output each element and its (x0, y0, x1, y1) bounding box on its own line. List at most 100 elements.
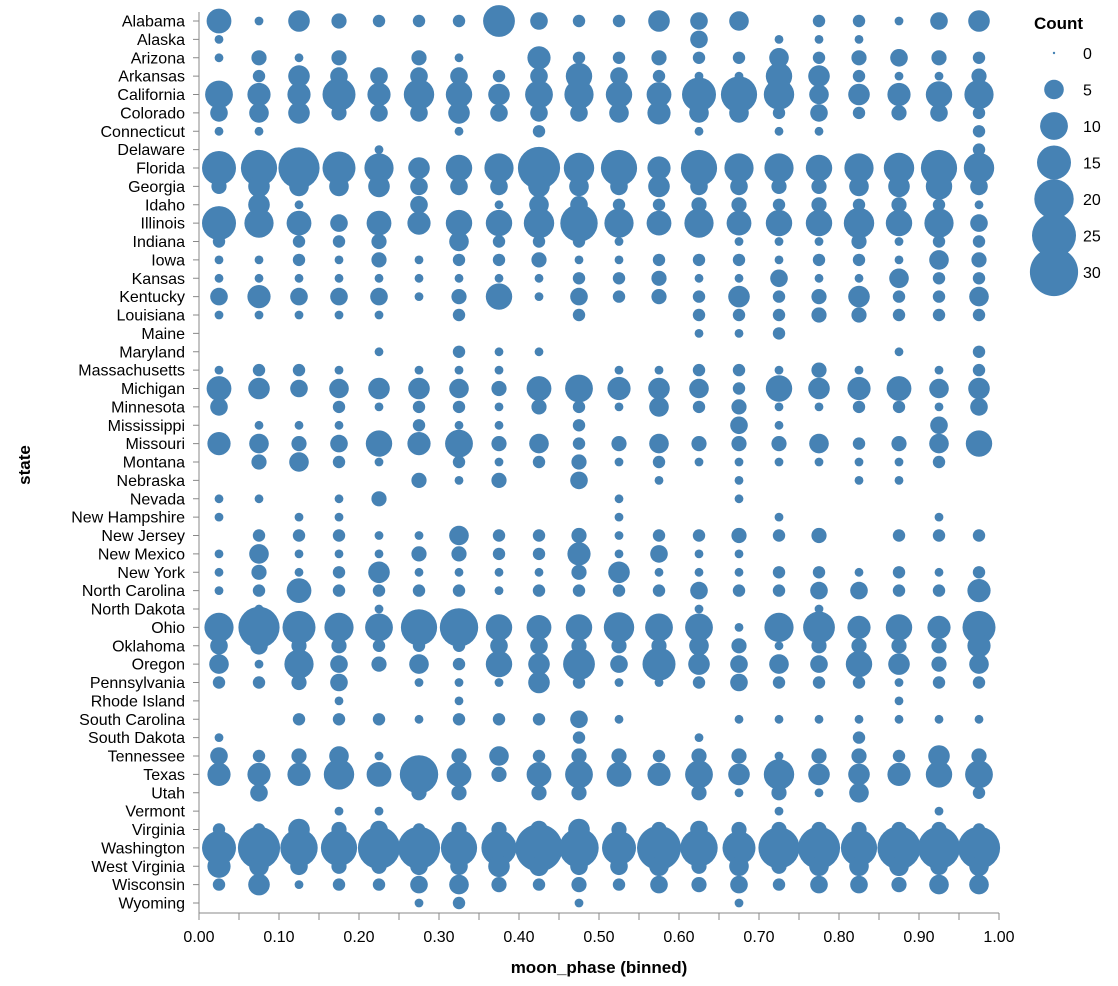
data-point (411, 472, 427, 488)
data-point (805, 209, 833, 237)
legend-label: 15 (1083, 156, 1101, 173)
data-point (251, 564, 267, 580)
data-point (812, 566, 826, 579)
data-point (294, 549, 304, 559)
data-point (734, 457, 744, 467)
data-point (494, 457, 504, 467)
data-point (282, 610, 316, 644)
data-point (202, 830, 236, 865)
y-tick-label: Arkansas (118, 69, 185, 86)
data-point (449, 525, 469, 546)
data-point (371, 656, 387, 672)
data-point (611, 748, 627, 764)
data-point (810, 655, 828, 673)
data-point (929, 378, 949, 399)
data-point (934, 567, 944, 577)
data-point (210, 104, 228, 122)
data-point (734, 494, 744, 504)
y-tick-label: Arizona (131, 50, 185, 67)
y-tick-label: Oregon (132, 657, 185, 674)
data-point (685, 760, 713, 789)
data-point (284, 649, 314, 679)
data-point (894, 678, 904, 687)
data-point (772, 584, 786, 597)
data-point (410, 857, 428, 876)
data-point (732, 253, 746, 267)
data-point (885, 209, 913, 237)
data-point (451, 289, 467, 305)
y-tick-label: Missouri (125, 436, 185, 453)
data-point (774, 237, 784, 246)
data-point (287, 762, 311, 787)
data-point (332, 584, 346, 597)
data-point (852, 106, 866, 120)
data-point (371, 858, 387, 874)
data-point (451, 748, 467, 764)
data-point (603, 612, 635, 643)
data-point (254, 494, 264, 504)
y-tick-label: Utah (151, 785, 185, 802)
data-point (651, 50, 667, 66)
data-point (934, 714, 944, 724)
data-point (852, 14, 866, 28)
data-point (763, 759, 795, 790)
data-point (494, 678, 504, 687)
data-point (286, 578, 312, 603)
data-point (572, 272, 586, 285)
legend-label: 25 (1083, 229, 1101, 246)
data-point (289, 176, 309, 197)
data-point (774, 457, 784, 467)
data-point (850, 581, 868, 600)
data-point (604, 208, 634, 238)
y-tick-label: North Dakota (91, 602, 185, 619)
data-point (324, 612, 354, 643)
data-point (602, 830, 636, 865)
data-point (414, 678, 424, 687)
data-point (614, 255, 624, 265)
data-point (492, 69, 506, 83)
data-point (774, 751, 784, 761)
data-point (972, 106, 986, 120)
data-point (690, 177, 708, 196)
data-point (527, 46, 551, 70)
data-point (251, 454, 267, 470)
data-point (531, 252, 547, 268)
data-point (491, 472, 507, 488)
data-point (532, 878, 546, 891)
data-point (448, 102, 470, 124)
data-point (532, 547, 546, 561)
data-point (567, 542, 591, 566)
data-point (812, 14, 826, 28)
data-point (734, 714, 744, 724)
x-tick-label: 0.00 (183, 929, 214, 946)
data-point (494, 567, 504, 577)
y-tick-label: Nebraska (117, 473, 186, 490)
data-point (492, 253, 506, 267)
data-point (374, 310, 384, 320)
data-point (572, 584, 586, 597)
data-point (652, 455, 666, 469)
data-point (772, 308, 786, 322)
data-point (614, 512, 624, 522)
data-point (614, 678, 624, 687)
data-point (647, 156, 671, 180)
data-point (720, 76, 758, 113)
data-point (934, 806, 944, 816)
data-point (932, 676, 946, 689)
data-point (692, 51, 706, 64)
data-point (763, 79, 795, 110)
data-point (724, 153, 754, 183)
legend-symbol (1037, 145, 1071, 180)
data-point (650, 545, 668, 563)
data-point (445, 81, 473, 108)
data-point (614, 237, 624, 246)
data-point (637, 825, 681, 870)
data-point (847, 376, 871, 401)
data-point (970, 177, 988, 196)
data-point (488, 83, 510, 106)
data-point (407, 432, 431, 456)
data-point (492, 529, 506, 542)
data-point (570, 104, 588, 122)
data-point (334, 365, 344, 375)
data-point (651, 270, 667, 286)
